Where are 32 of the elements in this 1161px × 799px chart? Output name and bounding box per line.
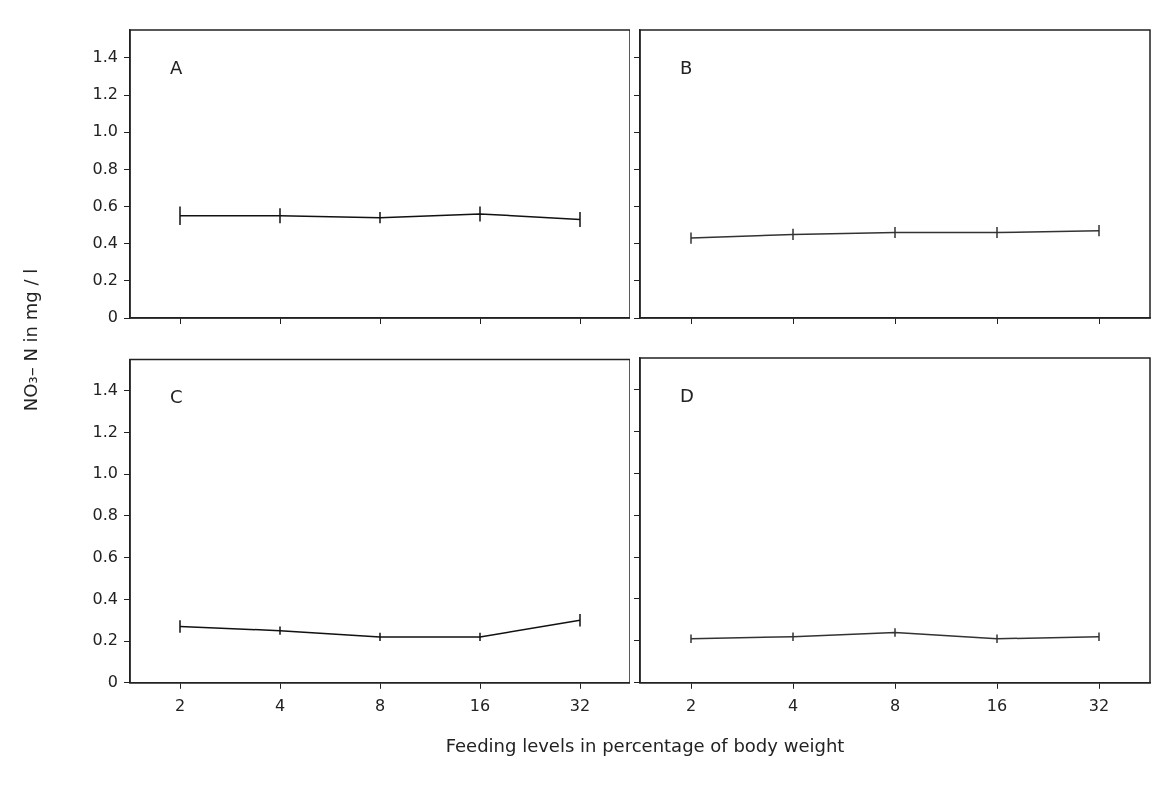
y-tick-label: 0.8 — [92, 158, 118, 178]
y-tick-label: 0 — [107, 307, 118, 327]
y-tick-label: 0.8 — [92, 505, 118, 525]
y-tick-label: 0.2 — [92, 269, 118, 289]
y-tick-label: 1.4 — [92, 47, 118, 67]
y-axis-title: NO₃– N in mg / l — [19, 268, 41, 412]
y-tick-label: 1.0 — [92, 463, 118, 483]
y-tick-label: 1.0 — [92, 121, 118, 141]
text: C — [170, 386, 183, 408]
x-axis-title: Feeding levels in percentage of body weight — [445, 735, 845, 756]
x-tick-label: 4 — [787, 695, 799, 715]
x-tick-label: 32 — [569, 695, 591, 715]
x-tick-label: 2 — [685, 695, 697, 715]
text: B — [680, 56, 693, 78]
y-tick-label: 1.4 — [92, 380, 118, 400]
y-tick-label: 1.2 — [92, 421, 118, 441]
x-tick-label: 2 — [174, 695, 186, 715]
y-tick-label: 0.4 — [92, 588, 118, 608]
y-tick-label: 0.6 — [92, 546, 118, 566]
y-tick-label: 0.2 — [92, 630, 118, 650]
x-tick-label: 8 — [374, 695, 386, 715]
y-tick-label: 0.6 — [92, 195, 118, 215]
x-tick-label: 4 — [274, 695, 286, 715]
y-tick-label: 0 — [107, 671, 118, 691]
x-tick-label: 16 — [469, 695, 491, 715]
y-tick-label: 1.2 — [92, 84, 118, 104]
text: A — [170, 56, 183, 78]
y-tick-label: 0.4 — [92, 232, 118, 252]
text: D — [680, 384, 694, 406]
x-tick-label: 16 — [986, 695, 1008, 715]
x-tick-label: 8 — [889, 695, 901, 715]
x-tick-label: 32 — [1088, 695, 1110, 715]
